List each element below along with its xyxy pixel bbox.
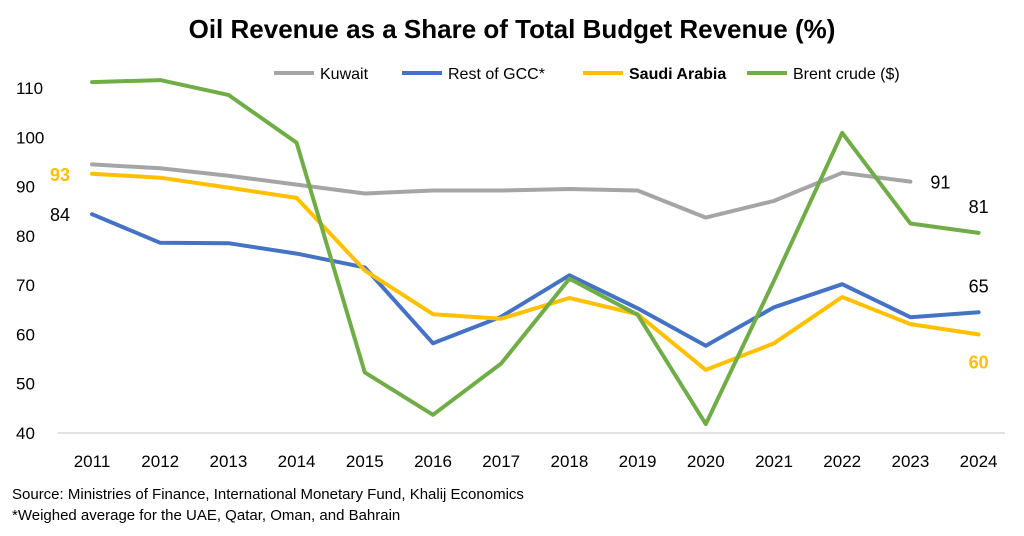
legend-label-0: Kuwait bbox=[320, 66, 369, 83]
x-tick-label: 2014 bbox=[278, 452, 316, 471]
series-line-1 bbox=[90, 212, 981, 348]
x-tick-label: 2018 bbox=[550, 452, 588, 471]
x-tick-label: 2019 bbox=[619, 452, 657, 471]
x-tick-label: 2020 bbox=[687, 452, 725, 471]
x-tick-label: 2017 bbox=[482, 452, 520, 471]
legend-label-1: Rest of GCC* bbox=[448, 66, 545, 83]
y-tick-label: 40 bbox=[16, 424, 35, 443]
x-tick-label: 2021 bbox=[755, 452, 793, 471]
x-tick-label: 2022 bbox=[823, 452, 861, 471]
source-note: Source: Ministries of Finance, Internati… bbox=[12, 486, 524, 503]
y-tick-label: 100 bbox=[16, 128, 44, 147]
x-tick-label: 2012 bbox=[141, 452, 179, 471]
data-label-1: 84 bbox=[50, 205, 70, 225]
x-tick-label: 2023 bbox=[891, 452, 929, 471]
x-tick-label: 2011 bbox=[74, 452, 111, 471]
legend-label-2: Saudi Arabia bbox=[629, 66, 726, 83]
y-tick-label: 80 bbox=[16, 227, 35, 246]
series-line-0 bbox=[90, 162, 913, 220]
x-tick-label: 2016 bbox=[414, 452, 452, 471]
data-label-3: 81 bbox=[969, 197, 989, 217]
x-tick-label: 2015 bbox=[346, 452, 384, 471]
data-label-2: 91 bbox=[930, 173, 950, 193]
x-tick-label: 2024 bbox=[960, 452, 998, 471]
y-tick-label: 90 bbox=[16, 178, 35, 197]
series-line-3 bbox=[90, 78, 981, 427]
y-tick-label: 50 bbox=[16, 375, 35, 394]
legend-label-3: Brent crude ($) bbox=[793, 66, 900, 83]
footnote: *Weighed average for the UAE, Qatar, Oma… bbox=[12, 507, 401, 524]
chart-title: Oil Revenue as a Share of Total Budget R… bbox=[188, 14, 836, 44]
data-label-4: 65 bbox=[969, 276, 989, 296]
y-tick-label: 70 bbox=[16, 276, 35, 295]
x-tick-label: 2013 bbox=[209, 452, 247, 471]
y-tick-label: 60 bbox=[16, 325, 35, 344]
series-line-2 bbox=[90, 171, 981, 372]
y-tick-label: 110 bbox=[16, 79, 43, 98]
data-label-0: 93 bbox=[50, 165, 70, 185]
data-label-5: 60 bbox=[969, 352, 989, 372]
